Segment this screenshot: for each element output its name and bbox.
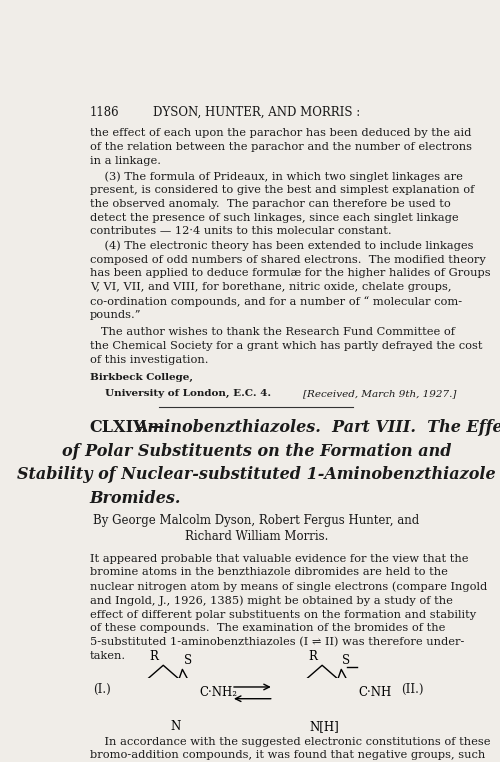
Text: (3) The formula of Prideaux, in which two singlet linkages are
present, is consi: (3) The formula of Prideaux, in which tw… [90,171,474,236]
Text: Stability of Nuclear-substituted 1-Aminobenzthiazole: Stability of Nuclear-substituted 1-Amino… [17,466,496,483]
Text: 1186: 1186 [90,106,120,119]
Text: Aminobenzthiazoles.  Part VIII.  The Effect: Aminobenzthiazoles. Part VIII. The Effec… [136,419,500,437]
Text: Bromides.: Bromides. [90,490,181,507]
Text: University of London, E.C. 4.: University of London, E.C. 4. [105,389,271,398]
Text: By George Malcolm Dyson, Robert Fergus Hunter, and: By George Malcolm Dyson, Robert Fergus H… [93,514,420,527]
Text: N[H]: N[H] [310,720,340,733]
Text: [Received, March 9th, 1927.]: [Received, March 9th, 1927.] [303,389,456,398]
Text: the effect of each upon the parachor has been deduced by the aid
of the relation: the effect of each upon the parachor has… [90,129,472,165]
Text: N: N [170,720,180,733]
Text: Richard William Morris.: Richard William Morris. [184,530,328,543]
Text: It appeared probable that valuable evidence for the view that the
bromine atoms : It appeared probable that valuable evide… [90,554,487,661]
Text: In accordance with the suggested electronic constitutions of these
bromo-additio: In accordance with the suggested electro… [90,737,490,760]
Text: C·NH: C·NH [358,687,392,700]
Text: (II.): (II.) [402,684,424,696]
Text: DYSON, HUNTER, AND MORRIS :: DYSON, HUNTER, AND MORRIS : [152,106,360,119]
Text: S: S [184,654,192,667]
Text: (4) The electronic theory has been extended to include linkages
composed of odd : (4) The electronic theory has been exten… [90,241,490,320]
Text: R: R [150,649,158,662]
Text: (I.): (I.) [94,684,111,696]
Text: of Polar Substituents on the Formation and: of Polar Substituents on the Formation a… [62,443,451,460]
Text: The author wishes to thank the Research Fund Committee of
the Chemical Society f: The author wishes to thank the Research … [90,328,482,364]
Text: S: S [342,654,350,667]
Text: Birkbeck College,: Birkbeck College, [90,373,192,382]
Text: R: R [308,649,318,662]
Text: C·NH₂: C·NH₂ [200,687,238,700]
Text: CLXIV.—: CLXIV.— [90,419,165,437]
